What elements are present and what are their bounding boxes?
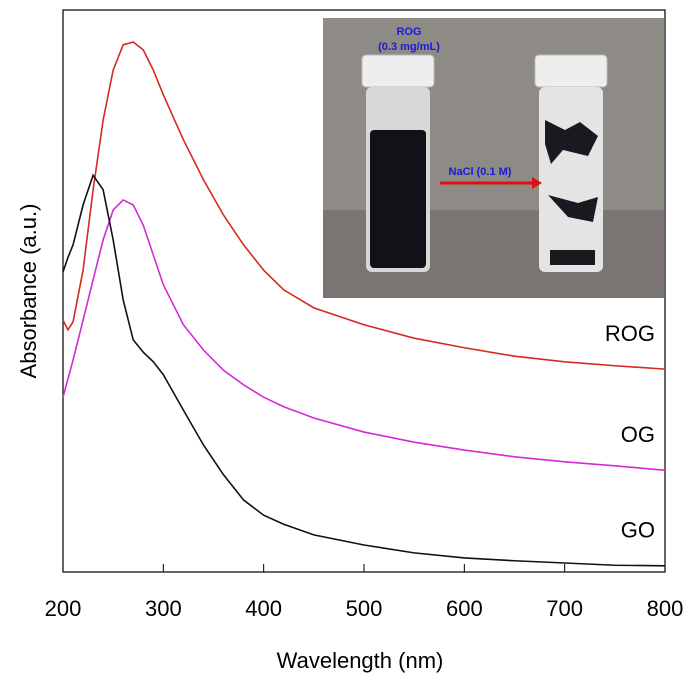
x-tick-label: 400 (245, 596, 282, 621)
annotation: (0.3 mg/mL) (378, 41, 440, 53)
flocculate (545, 120, 598, 265)
annotation: ROG (396, 26, 421, 38)
x-tick-label: 500 (346, 596, 383, 621)
x-tick-label: 300 (145, 596, 182, 621)
vial-liquid (370, 130, 426, 268)
vial-cap (361, 54, 435, 88)
series-line (62, 173, 666, 567)
series-label: OG (621, 422, 655, 447)
x-tick-label: 800 (647, 596, 684, 621)
vial (539, 87, 603, 272)
inset-photo: ROG (0.3 mg/mL) NaCl (0.1 M) (323, 18, 664, 298)
x-tick-label: 600 (446, 596, 483, 621)
series-label: GO (621, 518, 655, 543)
vial-cap (534, 54, 608, 88)
annotation: NaCl (0.1 M) (449, 166, 512, 178)
x-tick-label: 700 (546, 596, 583, 621)
x-tick-label: 200 (45, 596, 82, 621)
x-axis-label: Wavelength (nm) (277, 648, 444, 673)
series-line (62, 198, 666, 472)
series-label: ROG (605, 321, 655, 346)
arrow-head (532, 177, 542, 189)
y-axis-label: Absorbance (a.u.) (16, 204, 41, 379)
